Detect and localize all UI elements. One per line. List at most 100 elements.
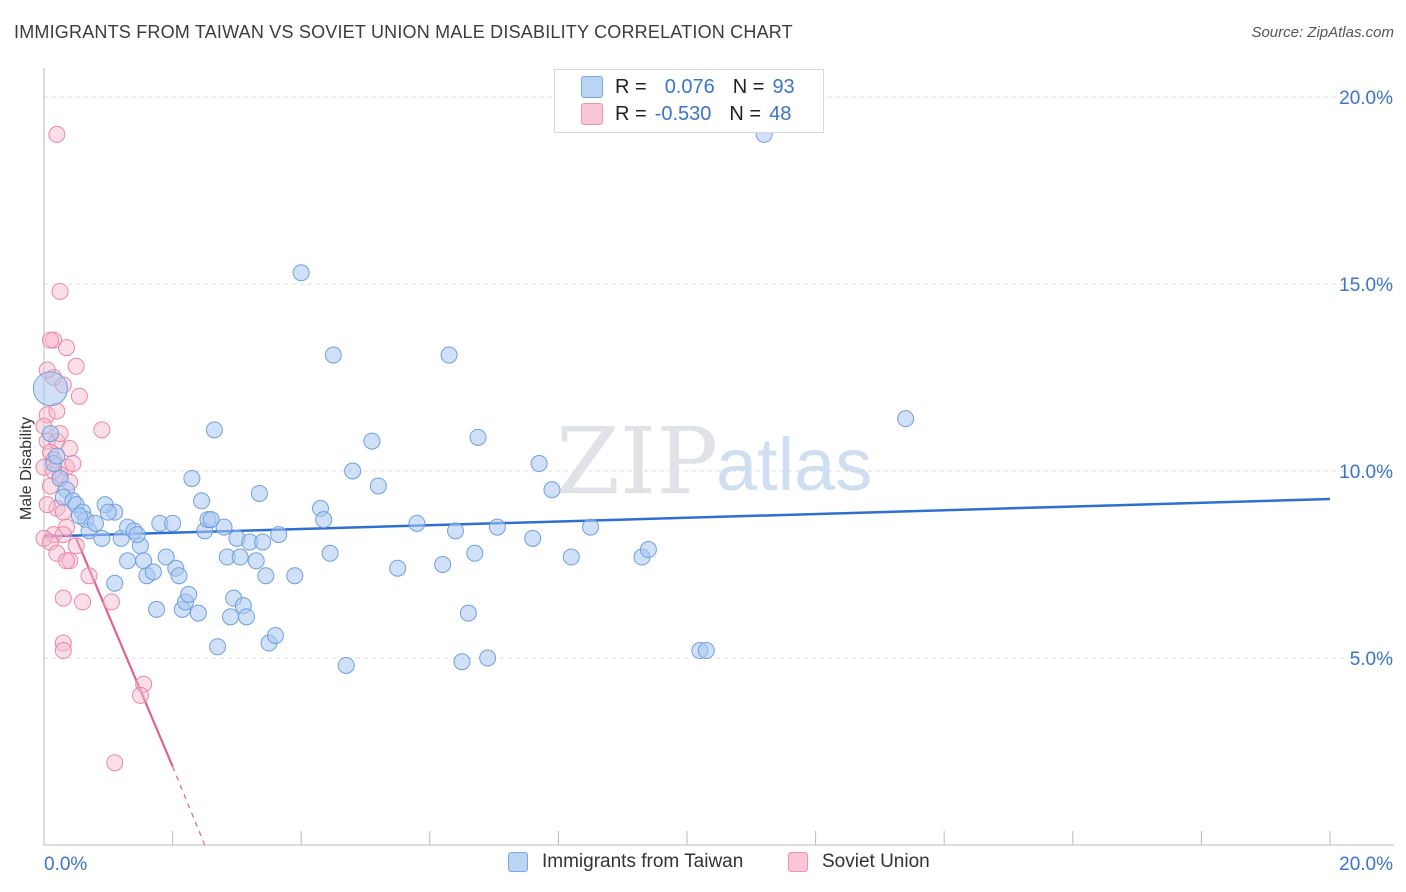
- soviet-union-point: [64, 455, 82, 473]
- taiwan-point: [231, 548, 249, 566]
- taiwan-point: [447, 522, 465, 540]
- taiwan-point: [469, 428, 487, 446]
- y-tick-label: 15.0%: [1339, 275, 1393, 296]
- taiwan-point: [697, 642, 715, 660]
- soviet-union-point: [38, 496, 56, 514]
- taiwan-point: [453, 653, 471, 671]
- legend-row-soviet: R = -0.530 N = 48: [581, 101, 791, 127]
- watermark-atlas: atlas: [716, 423, 872, 506]
- taiwan-point: [466, 544, 484, 562]
- legend-n-value-taiwan: 93: [772, 75, 795, 98]
- soviet-union-point: [131, 686, 149, 704]
- taiwan-point: [183, 469, 201, 487]
- series-legend-taiwan: Immigrants from Taiwan: [508, 851, 743, 873]
- taiwan-point: [209, 638, 227, 656]
- taiwan-point: [524, 529, 542, 547]
- taiwan-point: [119, 552, 137, 570]
- legend-r-label: R =: [615, 75, 647, 98]
- taiwan-point: [897, 410, 915, 428]
- taiwan-point: [215, 518, 233, 536]
- soviet-union-point: [135, 675, 153, 693]
- taiwan-point: [324, 346, 342, 364]
- legend-r-value-soviet: -0.530: [654, 102, 712, 125]
- taiwan-point: [434, 556, 452, 573]
- soviet-legend-swatch: [788, 852, 808, 872]
- taiwan-point: [337, 656, 355, 674]
- taiwan-point: [93, 529, 111, 547]
- soviet-union-point: [38, 406, 56, 424]
- taiwan-point: [99, 503, 117, 521]
- soviet-union-point: [80, 567, 98, 585]
- taiwan-point: [32, 371, 68, 407]
- taiwan-point: [266, 627, 284, 645]
- taiwan-point: [408, 514, 426, 532]
- y-tick-label: 10.0%: [1339, 462, 1393, 483]
- y-tick-label: 20.0%: [1339, 88, 1393, 109]
- y-tick-label: 5.0%: [1350, 649, 1393, 670]
- legend-r-value-taiwan: 0.076: [664, 75, 715, 98]
- soviet-union-point: [54, 634, 72, 652]
- soviet-union-point: [54, 589, 72, 607]
- taiwan-point: [157, 548, 175, 566]
- soviet-union-point: [103, 593, 121, 611]
- soviet-union-point: [54, 642, 72, 660]
- taiwan-point: [459, 604, 477, 622]
- taiwan-point: [221, 608, 239, 626]
- soviet-legend-label: Soviet Union: [822, 851, 930, 872]
- soviet-union-point: [67, 357, 85, 375]
- taiwan-point: [389, 559, 407, 577]
- taiwan-point: [238, 608, 256, 626]
- taiwan-trendline: [43, 497, 1331, 538]
- taiwan-point: [70, 507, 88, 525]
- soviet-union-point: [41, 331, 59, 349]
- legend-n-value-soviet: 48: [769, 102, 792, 125]
- taiwan-point: [189, 604, 207, 622]
- taiwan-point: [202, 511, 220, 529]
- taiwan-point: [128, 526, 146, 544]
- trendlines: [43, 497, 1331, 846]
- taiwan-point: [440, 346, 458, 364]
- taiwan-point: [86, 514, 104, 532]
- taiwan-point: [286, 567, 304, 585]
- tick-labels: 5.0% 10.0% 15.0% 20.0% 0.0% 20.0%: [44, 88, 1393, 875]
- taiwan-point: [41, 425, 59, 443]
- taiwan-point: [543, 481, 561, 499]
- taiwan-point: [247, 552, 265, 570]
- taiwan-point: [363, 432, 381, 450]
- x-tick-label: 0.0%: [44, 854, 87, 875]
- watermark-zip: ZIP: [556, 408, 718, 515]
- legend-r-label: R =: [615, 102, 647, 125]
- watermark: ZIP atlas: [556, 408, 872, 515]
- soviet-union-point: [51, 282, 69, 300]
- taiwan-point: [562, 548, 580, 566]
- legend-n-label: N =: [732, 75, 765, 98]
- soviet-union-point: [106, 754, 124, 772]
- taiwan-point: [321, 544, 339, 562]
- legend-n-label: N =: [729, 102, 762, 125]
- taiwan-point: [106, 574, 124, 592]
- taiwan-point: [48, 447, 66, 465]
- soviet-union-point: [93, 421, 111, 439]
- y-axis-label: Male Disability: [18, 416, 35, 520]
- soviet-union-point: [48, 125, 66, 143]
- taiwan-point: [250, 484, 268, 502]
- soviet-union-trendline: [75, 537, 174, 767]
- x-tick-label: 20.0%: [1339, 854, 1393, 875]
- soviet-union-trendline: [172, 766, 206, 846]
- taiwan-point: [205, 421, 223, 439]
- taiwan-point: [369, 477, 387, 495]
- taiwan-point: [639, 541, 657, 559]
- legend-row-taiwan: R = 0.076 N = 93: [581, 74, 795, 100]
- taiwan-point: [180, 585, 198, 603]
- taiwan-point: [254, 533, 272, 551]
- taiwan-point: [193, 492, 211, 510]
- taiwan-point: [164, 514, 182, 532]
- series-legend: Immigrants from Taiwan Soviet Union: [0, 851, 1406, 877]
- source-label: Source: ZipAtlas.com: [1251, 24, 1394, 41]
- taiwan-point: [170, 567, 188, 585]
- soviet-union-point: [54, 526, 72, 544]
- taiwan-point: [530, 455, 548, 473]
- taiwan-legend-swatch: [508, 852, 528, 872]
- grid-lines: [44, 96, 1394, 659]
